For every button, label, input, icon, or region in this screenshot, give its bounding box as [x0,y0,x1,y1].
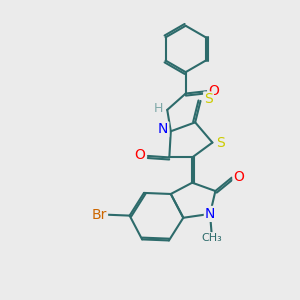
Text: O: O [134,148,145,162]
Text: N: N [158,122,168,136]
Text: CH₃: CH₃ [201,233,222,243]
Text: O: O [208,84,219,98]
Text: S: S [216,136,225,150]
Text: Br: Br [92,208,107,222]
Text: O: O [233,170,244,184]
Text: S: S [204,92,213,106]
Text: N: N [205,207,215,221]
Text: H: H [154,102,164,115]
